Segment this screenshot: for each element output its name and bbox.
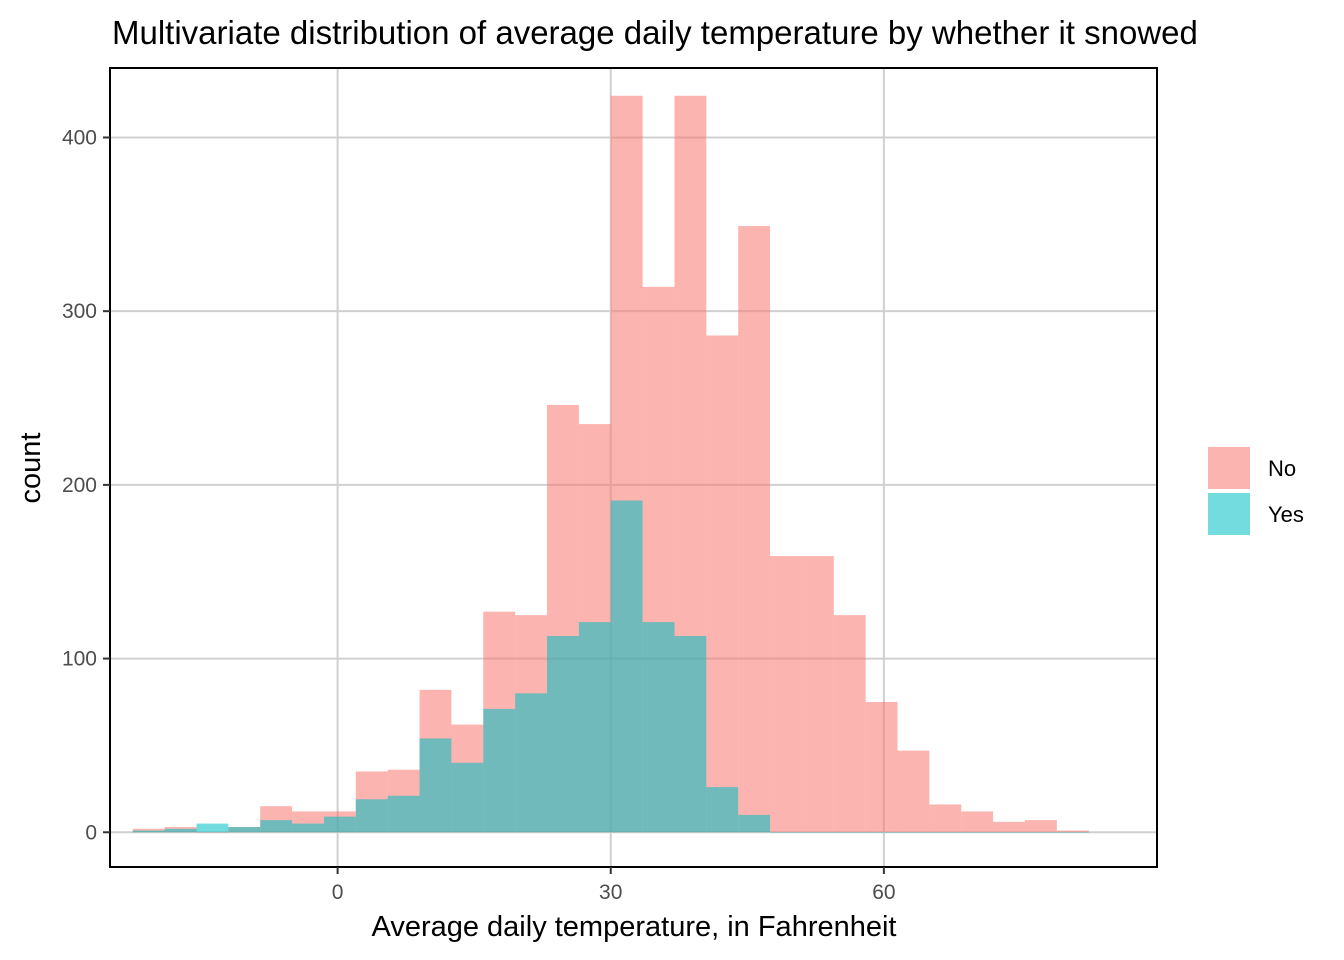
y-tick-label: 200 xyxy=(62,474,97,497)
bar-yes xyxy=(801,832,834,833)
bar-no xyxy=(961,811,994,833)
plot-panel-border xyxy=(109,67,1158,868)
bar-yes xyxy=(610,500,643,833)
legend: No Yes xyxy=(1208,447,1304,535)
y-axis-ticks: 0 100 200 300 400 xyxy=(62,126,110,844)
y-tick-label: 100 xyxy=(62,648,97,671)
bar-yes xyxy=(642,622,675,833)
bar-no xyxy=(801,556,834,833)
x-tick-label: 60 xyxy=(872,881,895,904)
bar-no xyxy=(706,335,739,833)
bar-yes xyxy=(387,795,420,833)
legend-key-no xyxy=(1208,447,1250,489)
bar-yes xyxy=(865,832,898,833)
x-axis-ticks: 0 30 60 xyxy=(332,867,896,904)
x-tick-label: 0 xyxy=(332,881,344,904)
bar-no xyxy=(929,804,962,833)
bar-yes xyxy=(770,832,802,833)
bar-no xyxy=(1056,830,1089,833)
y-tick-label: 300 xyxy=(62,300,97,323)
bar-yes xyxy=(578,622,611,833)
bar-yes xyxy=(132,830,165,833)
bar-yes xyxy=(961,832,994,833)
bar-no xyxy=(993,821,1025,833)
legend-key-yes xyxy=(1208,493,1250,535)
bar-yes xyxy=(833,832,866,833)
bar-yes xyxy=(419,738,452,833)
bar-yes xyxy=(929,832,962,833)
bar-yes xyxy=(897,832,930,833)
bar-yes xyxy=(292,823,324,833)
series-yes-bars xyxy=(132,500,1089,833)
chart-title: Multivariate distribution of average dai… xyxy=(112,14,1198,51)
bar-no xyxy=(865,701,898,833)
bar-no xyxy=(897,750,930,833)
bar-yes xyxy=(515,693,548,833)
bar-yes xyxy=(323,816,356,833)
bar-yes xyxy=(547,635,579,833)
bar-yes xyxy=(228,827,261,833)
bar-yes xyxy=(706,787,739,833)
bar-no xyxy=(833,615,866,833)
bar-no xyxy=(1024,820,1057,833)
y-tick-label: 400 xyxy=(62,126,97,149)
x-axis-label: Average daily temperature, in Fahrenheit xyxy=(372,911,897,943)
bar-no xyxy=(770,556,802,833)
bar-yes xyxy=(164,828,197,833)
bar-yes xyxy=(483,708,516,833)
bar-no xyxy=(738,226,771,833)
bar-yes xyxy=(355,799,388,833)
bar-no xyxy=(196,832,229,833)
series-no-bars xyxy=(132,95,1089,833)
x-tick-label: 30 xyxy=(599,881,622,904)
bar-yes xyxy=(196,823,229,833)
bar-yes xyxy=(1024,832,1057,833)
y-axis-label: count xyxy=(15,433,47,504)
bar-yes xyxy=(1056,832,1089,833)
bar-yes xyxy=(451,762,484,833)
y-tick-label: 0 xyxy=(85,821,97,844)
bar-yes xyxy=(738,814,771,833)
bar-yes xyxy=(674,635,707,833)
bar-yes xyxy=(993,832,1025,833)
legend-label-no: No xyxy=(1268,456,1296,481)
legend-label-yes: Yes xyxy=(1268,502,1304,527)
bar-yes xyxy=(260,820,293,833)
